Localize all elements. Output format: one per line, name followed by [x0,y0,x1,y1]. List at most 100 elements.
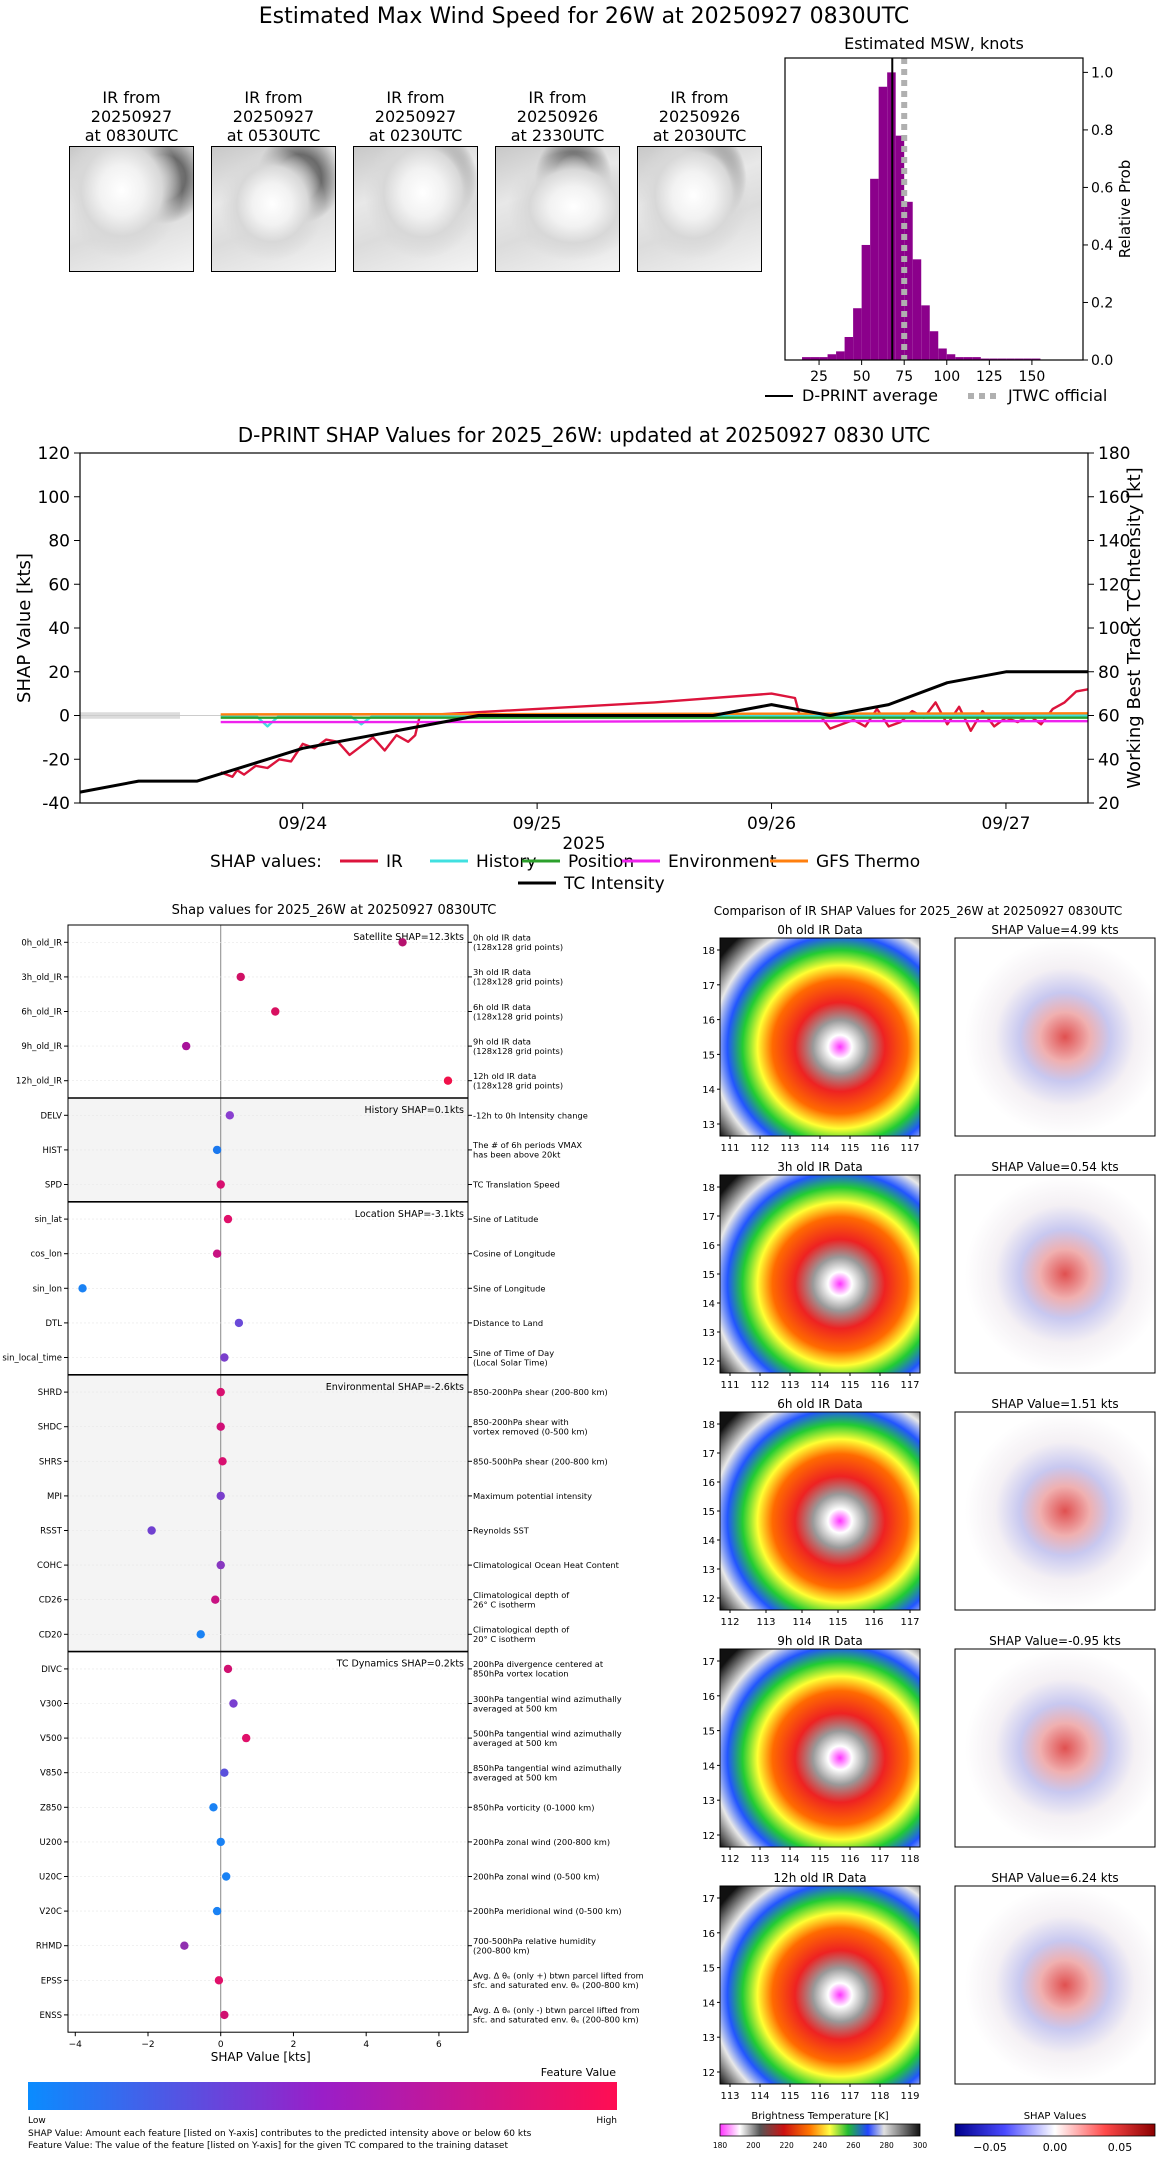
x-tick-label: 09/26 [747,814,796,834]
feature-name: V20C [39,1907,62,1917]
feature-point [216,1837,225,1847]
shap-colorbar-title: SHAP Values [1024,2111,1087,2122]
feature-point [234,1318,244,1328]
group-label: Environmental SHAP=-2.6kts [326,1382,464,1393]
feature-description: (128x128 grid points) [473,1046,563,1056]
feature-description: 3h old IR data [473,967,531,977]
ir-thumbnail-caption: IR from 20250926 at 2030UTC [627,88,772,145]
series-line [220,688,1089,778]
colorbar-low-label: Low [28,2116,46,2126]
colorbar-title: Feature Value [541,2066,617,2079]
histogram-bar [870,178,879,360]
x-tick-label: −4 [69,2040,83,2050]
y-tick-label: 0.4 [1091,238,1113,254]
y-axis-label: Relative Prob [1116,160,1134,259]
feature-description: 200hPa zonal wind (200-800 km) [473,1837,610,1847]
x-tick-label: 114 [792,1617,811,1628]
legend-label-jtwc: JTWC official [1007,386,1107,405]
y-tick-label: 16 [702,1241,715,1252]
feature-description: 200hPa meridional wind (0-500 km) [473,1906,622,1916]
histogram-bar [963,357,973,360]
x-tick-label: 113 [756,1617,775,1628]
x-tick-label: 112 [720,1617,739,1628]
ir-panel-image [719,1885,921,2085]
x-tick-label: 2 [291,2040,297,2050]
y-tick-label: 15 [702,1964,715,1975]
feature-description: The # of 6h periods VMAX [472,1140,582,1150]
bt-tick-label: 180 [713,2141,728,2150]
x-tick-label: 116 [870,1143,889,1154]
y-tick-label: 13 [702,1328,715,1339]
y-tick-label: 13 [702,1565,715,1576]
feature-description: averaged at 500 km [473,1703,557,1713]
x-tick-label: 09/24 [278,814,327,834]
shap-panel-image [954,1411,1156,1611]
feature-name: COHC [37,1561,62,1571]
feature-point [216,1387,225,1397]
group-label: Location SHAP=-3.1kts [355,1209,464,1220]
feature-point [220,2010,229,2020]
feature-name: RSST [40,1527,63,1537]
feature-description: (Local Solar Time) [473,1357,548,1367]
shap-panel-title: SHAP Value=1.51 kts [991,1397,1118,1411]
series-line [79,670,1088,794]
x-tick-label: 118 [870,2091,889,2102]
x-tick-label: 6 [436,2040,442,2050]
feature-description: Climatological depth of [473,1590,570,1600]
feature-point [209,1803,218,1812]
y2-tick-label: 60 [1098,707,1120,727]
feature-description: 700-500hPa relative humidity [473,1936,596,1946]
histogram-bar [861,244,871,360]
feature-name: 0h_old_IR [21,938,62,948]
histogram-bar [853,308,862,360]
histogram-bar [1014,358,1024,360]
bt-tick-label: 260 [846,2141,861,2150]
y-tick-label: 80 [48,532,70,552]
feature-name: sin_lon [33,1284,62,1294]
feature-point [147,1526,156,1535]
y2-tick-label: 100 [1098,619,1130,639]
feature-point [398,938,407,947]
x-tick-label: 112 [750,1380,769,1391]
y-tick-label: 40 [48,619,70,639]
feature-description: 850hPa vorticity (0-1000 km) [473,1802,594,1812]
histogram-bar [972,357,981,360]
shap-panel-title: SHAP Value=0.54 kts [991,1160,1118,1174]
caption-line: IR from [528,88,587,107]
feature-point [216,1491,225,1501]
y2-tick-label: 80 [1098,663,1120,683]
feature-description: 9h old IR data [473,1036,531,1046]
feature-name: V500 [40,1734,62,1744]
x-axis-label: SHAP Value [kts] [211,2050,311,2064]
feature-name: SPD [45,1181,63,1191]
shap-panel-image [954,1885,1156,2085]
histogram-bar [912,259,922,360]
x-tick-label: −2 [141,2040,154,2050]
group-background [68,1374,468,1652]
feature-point [220,1768,229,1777]
y2-tick-label: 160 [1098,488,1130,508]
histogram-bar [810,357,820,360]
timeseries-title: D-PRINT SHAP Values for 2025_26W: update… [238,423,930,447]
y-tick-label: 12 [702,1831,715,1842]
y-tick-label: 17 [702,1657,715,1668]
bt-tick-label: 280 [880,2141,895,2150]
x-tick-label: 113 [720,2091,739,2102]
shap-panel-title: SHAP Value=-0.95 kts [989,1634,1121,1648]
bt-colorbar [719,2123,921,2137]
histogram-bar [827,354,837,360]
y-tick-label: 0.6 [1091,180,1113,196]
y-axis-label: SHAP Value [kts] [14,553,35,703]
feature-description: Avg. Δ θₑ (only +) btwn parcel lifted fr… [473,1971,644,1981]
y-tick-label: 14 [702,1761,715,1772]
histogram-bar [938,348,947,360]
feature-description: 12h old IR data [473,1071,536,1081]
ir-thumbnail-caption: IR from 20250927 at 0530UTC [201,88,346,145]
group-label: Satellite SHAP=12.3kts [353,932,464,943]
feature-point [196,1630,205,1639]
x-tick-label: 114 [810,1143,829,1154]
feature-point [229,1699,238,1708]
caption-line: at 0830UTC [84,126,179,145]
feature-name: 9h_old_IR [21,1042,62,1052]
y-tick-label: 16 [702,1692,715,1703]
